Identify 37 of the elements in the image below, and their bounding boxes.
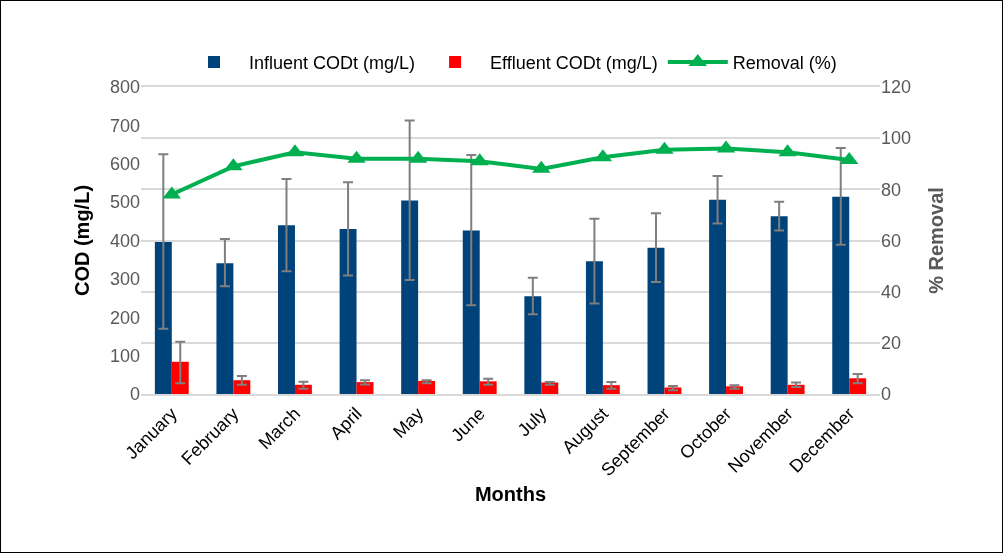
y-tick-label: 600 bbox=[109, 154, 140, 175]
legend-label: Effluent CODt (mg/L) bbox=[490, 53, 658, 74]
y-axis-title: COD (mg/L) bbox=[71, 184, 94, 297]
bar bbox=[709, 199, 727, 394]
bar bbox=[462, 230, 480, 394]
y-tick-label: 200 bbox=[109, 307, 140, 328]
y-tick-label: 0 bbox=[129, 384, 140, 405]
y-tick-label: 700 bbox=[109, 115, 140, 136]
y2-tick-label: 40 bbox=[881, 281, 902, 302]
bar bbox=[154, 242, 172, 394]
y2-axis-title: % Removal bbox=[924, 187, 947, 294]
y2-tick-label: 0 bbox=[881, 384, 892, 405]
x-tick-label: July bbox=[513, 403, 551, 441]
bar bbox=[339, 228, 357, 394]
y-tick-label: 800 bbox=[109, 77, 140, 98]
y2-tick-label: 20 bbox=[881, 333, 902, 354]
bar bbox=[216, 263, 234, 394]
bar bbox=[278, 225, 295, 394]
bar bbox=[770, 216, 788, 394]
y2-tick-label: 100 bbox=[881, 128, 912, 149]
y-tick-label: 500 bbox=[109, 192, 140, 213]
bar bbox=[832, 196, 850, 394]
legend-label: Removal (%) bbox=[732, 53, 837, 74]
y2-tick-label: 120 bbox=[881, 77, 912, 98]
bar bbox=[524, 296, 542, 394]
x-tick-label: May bbox=[389, 403, 428, 442]
y-tick-label: 300 bbox=[109, 269, 140, 290]
y2-tick-label: 80 bbox=[881, 179, 902, 200]
bar bbox=[647, 247, 665, 394]
y-tick-label: 400 bbox=[109, 230, 140, 251]
y2-tick-label: 60 bbox=[881, 230, 902, 251]
legend-label: Influent CODt (mg/L) bbox=[249, 53, 416, 74]
bar bbox=[585, 261, 603, 394]
bar bbox=[418, 380, 436, 394]
x-axis-title: Months bbox=[474, 483, 547, 506]
bar bbox=[401, 200, 419, 394]
y-tick-label: 100 bbox=[109, 345, 140, 366]
